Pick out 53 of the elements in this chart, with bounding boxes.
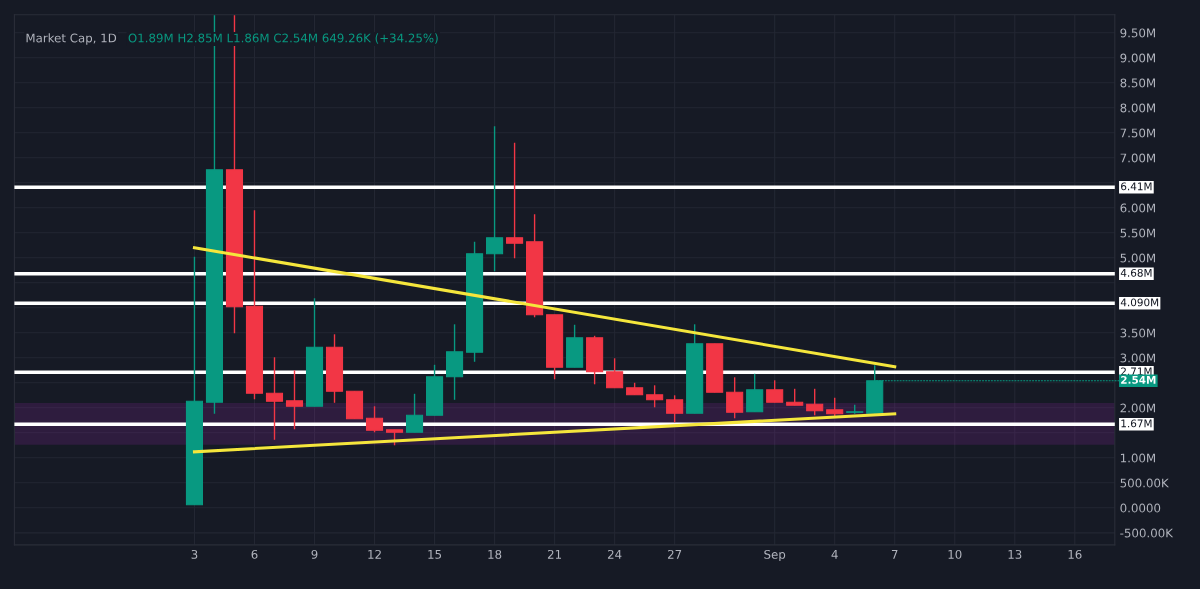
y-tick-label: 500.00K [1120,478,1169,488]
x-tick-label: 4 [831,550,838,559]
ref-line-label: 4.090M [1120,298,1159,307]
y-tick-label: -500.00K [1120,528,1174,538]
text: O1.89M H2.85M L1.86M C2.54M 649.26K (+34.25%) [128,33,438,44]
y-tick-label: 6.00M [1120,203,1155,213]
candlestick [806,388,824,416]
x-tick-label: 13 [1008,549,1022,559]
y-tick-label: 3.00M [1120,353,1155,363]
x-tick-label: 12 [368,549,381,559]
text: Market Cap, 1D [26,33,117,45]
ref-line-label: 4.68M [1120,268,1152,277]
candlestick [365,405,384,433]
y-tick-label: 5.00M [1120,253,1155,263]
y-tick-label: 2.00M [1120,403,1155,413]
x-tick-label: 9 [311,549,318,559]
candlestick [506,142,524,259]
candlestick [766,379,784,403]
candlestick [405,393,424,433]
candlestick [666,394,684,423]
y-tick-label: 9.00M [1120,53,1155,63]
x-tick-label: 16 [1068,549,1082,559]
y-tick-label: 7.00M [1120,153,1155,163]
candlestick [826,397,844,417]
y-tick-label: 9.50M [1120,28,1155,38]
ref-line-label: 1.67M [1121,419,1152,428]
candlestick [285,369,304,430]
candlestick [746,373,764,413]
x-tick-label: 10 [948,549,962,559]
x-tick-label: Sep [764,549,786,562]
y-tick-label: 7.50M [1120,128,1155,138]
ref-line-label: 2.71M [1121,367,1152,376]
x-tick-label: 24 [607,549,622,559]
x-tick-label: 3 [191,549,198,559]
y-tick-label: 0.0000 [1120,503,1161,513]
annotation: 2.54M [1121,375,1156,384]
y-tick-label: 8.50M [1120,78,1155,88]
candlestick [726,376,744,419]
candlestick [486,125,504,272]
y-tick-label: 5.50M [1120,228,1155,238]
ref-line-label: 6.41M [1121,182,1152,191]
x-tick-label: 6 [251,549,258,559]
x-tick-label: 27 [667,549,682,559]
x-tick-label: 21 [547,549,562,559]
y-tick-label: 3.50M [1120,328,1155,338]
candlestick [646,384,664,408]
x-tick-label: 7 [891,550,898,559]
y-tick-label: 8.00M [1120,103,1155,113]
y-tick-label: 1.00M [1120,453,1155,463]
candlestick [265,356,284,441]
x-tick-label: 18 [488,549,502,559]
x-tick-label: 15 [428,550,442,559]
candlestick [606,357,624,389]
